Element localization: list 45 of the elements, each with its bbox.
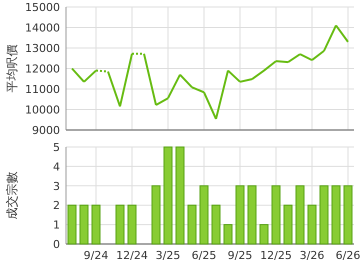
bar (296, 185, 304, 244)
x-tick-label: 9/25 (228, 249, 252, 262)
bar (116, 204, 124, 244)
x-tick-label: 12/25 (260, 249, 292, 262)
bar (236, 185, 244, 244)
y-tick-label: 2 (53, 199, 60, 212)
bar (152, 185, 160, 244)
bar (80, 204, 88, 244)
bar (92, 204, 100, 244)
y-tick-label: 11000 (25, 83, 60, 96)
bar (176, 146, 184, 244)
bar (224, 224, 232, 244)
y-tick-label: 3 (53, 180, 60, 193)
bar (212, 204, 220, 244)
bar (320, 185, 328, 244)
bar (200, 185, 208, 244)
y-tick-label: 14000 (25, 22, 60, 34)
x-tick-label: 6/26 (336, 249, 360, 262)
bar (308, 204, 316, 244)
bar (284, 204, 292, 244)
x-tick-label: 12/24 (116, 249, 148, 262)
y-tick-label: 5 (53, 141, 60, 154)
y-tick-label: 4 (53, 160, 60, 174)
y-axis-title: 成交宗數 (5, 172, 19, 220)
bar (68, 204, 76, 244)
x-tick-label: 3/26 (300, 249, 324, 262)
bar (188, 204, 196, 244)
y-tick-label: 9000 (32, 124, 60, 137)
y-tick-label: 0 (53, 238, 60, 251)
y-axis-title: 平均呎價 (5, 44, 19, 92)
y-tick-label: 12000 (25, 62, 60, 76)
x-tick-label: 3/25 (156, 249, 180, 262)
bar (248, 185, 256, 244)
bar (344, 185, 352, 244)
y-tick-label: 10000 (25, 104, 60, 116)
bar (332, 185, 340, 244)
x-tick-label: 9/24 (84, 249, 108, 262)
y-tick-label: 1 (53, 218, 60, 232)
bar (272, 185, 280, 244)
bar (164, 146, 172, 244)
y-tick-label: 13000 (25, 42, 60, 55)
x-tick-label: 6/25 (192, 249, 216, 262)
bar (260, 224, 268, 244)
bar (128, 204, 136, 244)
y-tick-label: 15000 (25, 1, 60, 14)
